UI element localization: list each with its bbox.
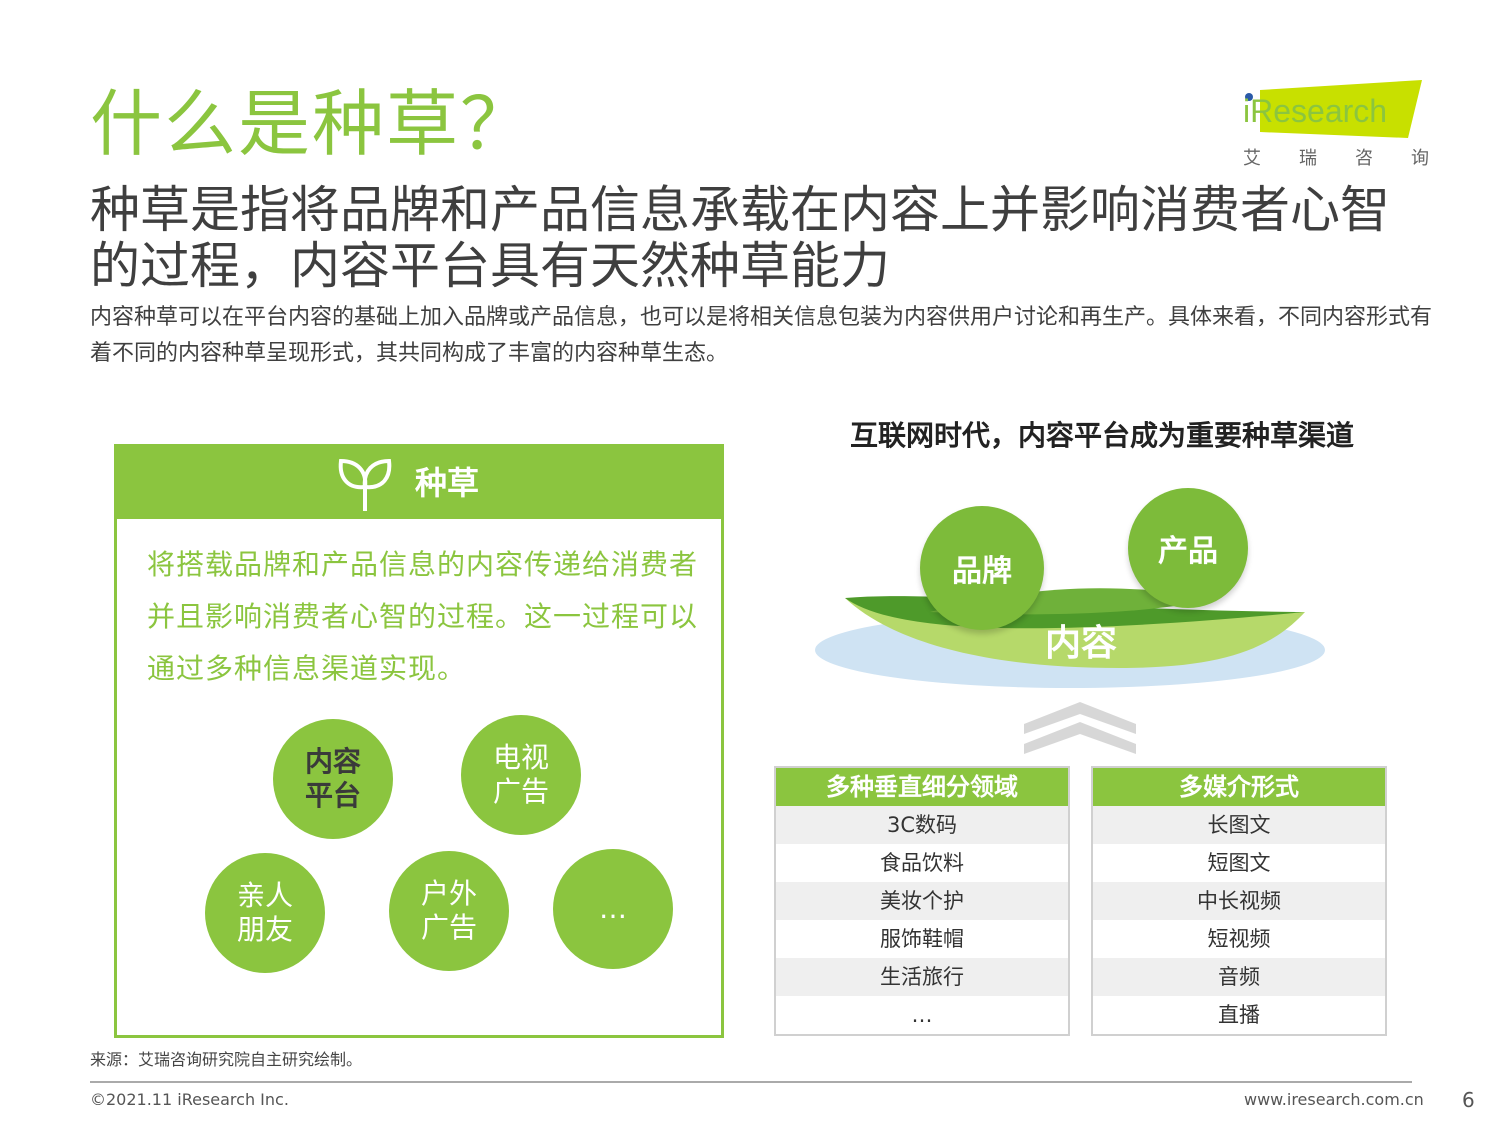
- logo-sub-char: 咨: [1355, 148, 1373, 169]
- table-row: 美妆个护: [776, 882, 1068, 920]
- channel-label: 亲人朋友: [236, 879, 293, 946]
- seeding-panel: 种草 将搭载品牌和产品信息的内容传递给消费者并且影响消费者心智的过程。这一过程可…: [114, 444, 724, 1038]
- source-note: 来源：艾瑞咨询研究院自主研究绘制。: [90, 1050, 363, 1069]
- intro-paragraph: 内容种草可以在平台内容的基础上加入品牌或产品信息，也可以是将相关信息包装为内容供…: [90, 305, 1433, 366]
- table-row: 食品饮料: [880, 851, 964, 875]
- channel-label: 电视广告: [492, 741, 549, 808]
- up-chevrons-icon: [1024, 702, 1136, 754]
- channel-more: …: [553, 849, 673, 969]
- panel-description: 将搭载品牌和产品信息的内容传递给消费者并且影响消费者心智的过程。这一过程可以通过…: [147, 548, 699, 685]
- product-bubble: 产品: [1128, 488, 1248, 608]
- media-forms-table: 多媒介形式 长图文 短图文 中长视频 短视频 音频 直播: [1091, 766, 1387, 1036]
- headline: 种草是指将品牌和产品信息承载在内容上并影响消费者心智的过程，内容平台具有天然种草…: [90, 181, 1390, 295]
- table-row: 中长视频: [1093, 882, 1385, 920]
- panel-title: 种草: [415, 464, 480, 502]
- logo-sub-char: 询: [1411, 148, 1429, 169]
- table-row: …: [911, 1003, 933, 1027]
- channel-outdoor-ad: 户外广告: [389, 851, 509, 971]
- channel-label: 户外广告: [420, 877, 477, 944]
- channel-friends-family: 亲人朋友: [205, 853, 325, 973]
- iresearch-logo: iResearch: [1243, 80, 1422, 138]
- logo-sub-char: 瑞: [1299, 148, 1317, 169]
- channel-tv-ad: 电视广告: [461, 715, 581, 835]
- table-row: 3C数码: [776, 806, 1068, 844]
- table-row: 直播: [1218, 1003, 1260, 1027]
- logo-subtitle: 艾 瑞 咨 询: [1243, 144, 1429, 170]
- channel-label: 内容平台: [304, 745, 361, 812]
- table-row: 音频: [1093, 958, 1385, 996]
- footer-divider: [90, 1081, 1412, 1083]
- content-label: 内容: [1045, 623, 1118, 664]
- sprout-icon: [338, 458, 392, 511]
- brand-label: 品牌: [952, 554, 1012, 589]
- content-leaf-illustration: [815, 588, 1325, 688]
- channel-label: …: [599, 892, 627, 925]
- table-header: 多种垂直细分领域: [776, 768, 1068, 806]
- page-number: 6: [1462, 1088, 1475, 1112]
- table-row: 短图文: [1207, 851, 1271, 875]
- website-link[interactable]: www.iresearch.com.cn: [1244, 1090, 1424, 1109]
- page-title: 什么是种草？: [90, 82, 535, 166]
- table-row: 短视频: [1207, 927, 1271, 951]
- table-row: 长图文: [1093, 806, 1385, 844]
- brand-bubble: 品牌: [920, 506, 1044, 630]
- table-header: 多媒介形式: [1093, 768, 1385, 806]
- vertical-domains-table: 多种垂直细分领域 3C数码 食品饮料 美妆个护 服饰鞋帽 生活旅行 …: [774, 766, 1070, 1036]
- channel-content-platform: 内容平台: [273, 719, 393, 839]
- logo-sub-char: 艾: [1243, 148, 1261, 169]
- copyright: ©2021.11 iResearch Inc.: [90, 1090, 289, 1109]
- product-label: 产品: [1158, 534, 1218, 569]
- table-row: 服饰鞋帽: [880, 927, 964, 951]
- logo-text: iResearch: [1243, 93, 1387, 129]
- table-row: 生活旅行: [776, 958, 1068, 996]
- right-title: 互联网时代，内容平台成为重要种草渠道: [850, 419, 1355, 452]
- panel-header: 种草: [117, 447, 721, 519]
